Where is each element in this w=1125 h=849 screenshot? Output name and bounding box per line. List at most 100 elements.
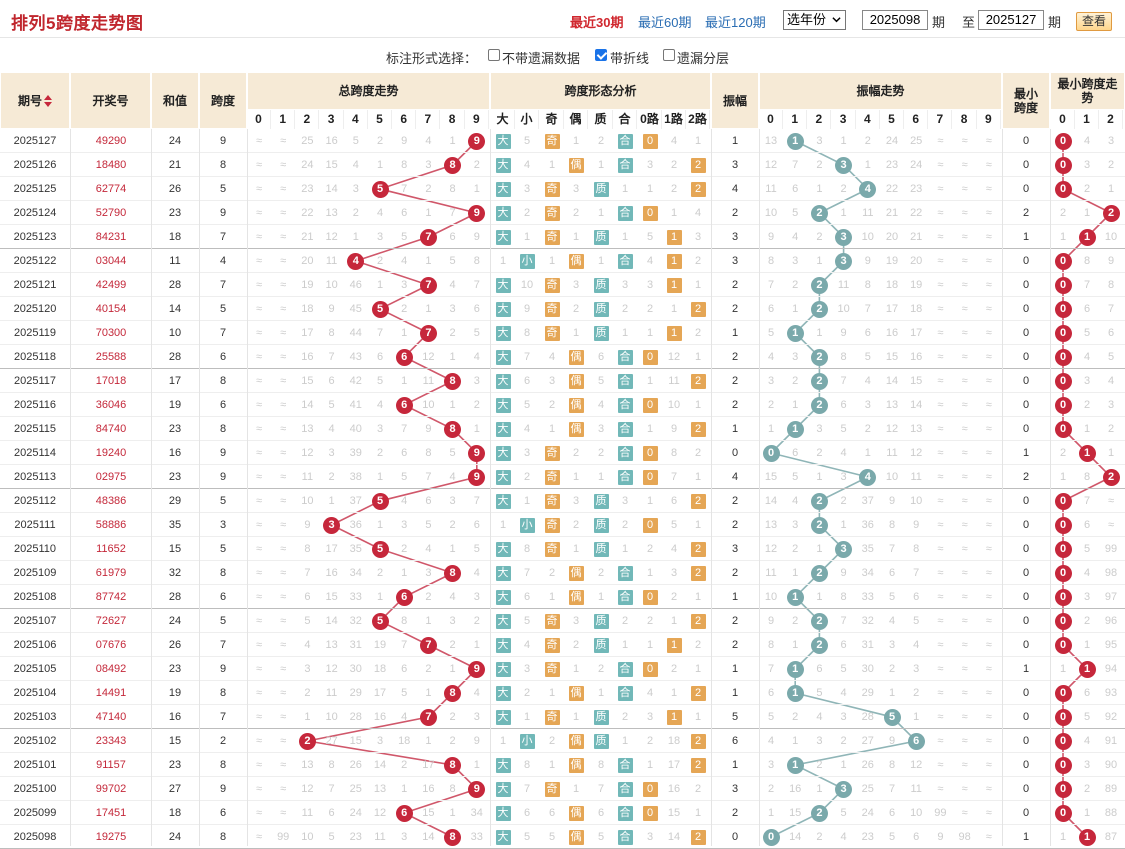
amp-miss-cell: ≈ — [937, 639, 944, 651]
shape-miss-cell: 1 — [694, 519, 702, 531]
amp-miss-cell: 4 — [767, 351, 775, 363]
span-miss-cell: 33 — [470, 831, 483, 843]
span-digit-header: 5 — [368, 110, 392, 129]
amp-miss-cell: 16 — [910, 351, 923, 363]
shape-miss-cell: 3 — [646, 159, 654, 171]
amp-ball: 2 — [810, 276, 828, 294]
issue-cell: 2025126 — [13, 159, 57, 171]
min-span-ball: 0 — [1054, 324, 1072, 342]
amp-miss-cell: 8 — [888, 759, 896, 771]
span-miss-cell: 10 — [422, 399, 435, 411]
amp-ball: 2 — [810, 204, 828, 222]
amp-digit-header: 8 — [952, 110, 977, 129]
span-miss-cell: 2 — [473, 399, 480, 411]
option-layer-label[interactable]: 遗漏分层 — [677, 51, 730, 66]
min-span-cell: 0 — [1022, 711, 1030, 723]
table-row: 2025123 84231 18 7 ≈ ≈21 12 1 3 5 6 9 7 大 1 奇 1 质 1 5 1 3 3 9 4 2… — [0, 225, 1125, 249]
amp-miss-cell: 99 — [934, 807, 947, 819]
issue-header[interactable]: 期号 — [0, 72, 70, 129]
shape-chip: 奇 — [544, 134, 560, 149]
span-miss-cell: 2 — [449, 639, 456, 651]
amp-miss-cell: 9 — [767, 231, 775, 243]
span-miss-cell: ≈ — [255, 735, 263, 747]
span-cell: 9 — [219, 783, 227, 795]
shape-miss-cell: 2 — [572, 519, 580, 531]
min-miss-cell: 1 — [1083, 423, 1091, 435]
min-miss-cell: 98 — [1104, 567, 1118, 579]
shape-miss-cell: 9 — [523, 303, 531, 315]
amp-miss-cell: ≈ — [961, 615, 968, 627]
shape-miss-cell: 1 — [572, 543, 580, 555]
shape-miss-cell: 1 — [621, 639, 629, 651]
sum-cell: 28 — [168, 279, 182, 291]
draw-number-cell: 19275 — [95, 831, 127, 843]
amp-miss-cell: 33 — [861, 591, 874, 603]
span-miss-cell: 2 — [328, 471, 335, 483]
amp-miss-cell: 98 — [958, 831, 971, 843]
amp-miss-cell: ≈ — [985, 207, 992, 219]
option-no-miss-label[interactable]: 不带遗漏数据 — [502, 51, 581, 66]
shape-chip: 大 — [495, 326, 511, 341]
year-select[interactable]: 选年份 — [783, 10, 846, 30]
shape-chip: 1 — [666, 230, 682, 245]
range-30-link[interactable]: 最近30期 — [570, 15, 624, 30]
option-no-miss-checkbox[interactable] — [488, 49, 500, 61]
min-span-cell: 0 — [1022, 135, 1030, 147]
span-miss-cell: 4 — [376, 207, 384, 219]
span-miss-cell: ≈ — [255, 471, 263, 483]
column-divider — [490, 129, 491, 846]
min-miss-cell: ≈ — [1107, 495, 1115, 507]
shape-miss-cell: 3 — [621, 279, 629, 291]
span-miss-cell: ≈ — [280, 231, 287, 243]
shape-chip: 奇 — [544, 230, 560, 245]
shape-miss-cell: 5 — [646, 231, 654, 243]
shape-miss-cell: 1 — [572, 231, 580, 243]
shape-miss-cell: 1 — [694, 711, 702, 723]
amp-miss-cell: ≈ — [985, 615, 992, 627]
from-issue-input[interactable]: 2025098 — [862, 10, 928, 30]
shape-miss-cell: 1 — [548, 159, 556, 171]
shape-col-header: 2路 — [686, 110, 710, 129]
amp-miss-cell: 20 — [910, 255, 923, 267]
amp-miss-cell: 19 — [885, 255, 899, 267]
amp-miss-cell: ≈ — [937, 303, 944, 315]
amp-miss-cell: 1 — [767, 807, 775, 819]
amp-miss-cell: 1 — [792, 399, 799, 411]
min-miss-cell: 8 — [1107, 279, 1115, 291]
shape-chip: 大 — [495, 134, 511, 149]
sum-cell: 15 — [168, 543, 182, 555]
shape-chip: 大 — [495, 350, 511, 365]
query-button[interactable]: 查看 — [1076, 12, 1112, 31]
option-lines-label[interactable]: 带折线 — [610, 51, 650, 66]
span-cell: 6 — [219, 399, 227, 411]
span-miss-cell: ≈ — [255, 543, 263, 555]
span-cell: 9 — [219, 447, 227, 459]
amp-miss-cell: ≈ — [937, 231, 944, 243]
range-120-link[interactable]: 最近120期 — [705, 15, 766, 30]
amp-miss-cell: ≈ — [937, 255, 944, 267]
amp-miss-cell: 3 — [840, 711, 847, 723]
span-miss-cell: 8 — [401, 159, 408, 171]
span-miss-cell: 14 — [325, 615, 338, 627]
span-miss-cell: ≈ — [280, 159, 287, 171]
shape-chip: 大 — [495, 494, 511, 509]
amp-miss-cell: 3 — [816, 735, 823, 747]
sum-header: 和值 — [151, 72, 199, 129]
amp-miss-cell: 9 — [913, 519, 920, 531]
shape-miss-cell: 1 — [548, 423, 556, 435]
amp-miss-cell: 2 — [792, 375, 799, 387]
amp-miss-cell: 35 — [861, 543, 874, 555]
option-lines-checkbox[interactable] — [595, 49, 607, 61]
issue-cell: 2025127 — [13, 135, 57, 147]
span-miss-cell: 6 — [328, 807, 335, 819]
option-layer-checkbox[interactable] — [663, 49, 675, 61]
amp-miss-cell: ≈ — [937, 471, 944, 483]
min-span-cell: 0 — [1022, 759, 1030, 771]
span-miss-cell: 2 — [449, 327, 456, 339]
range-60-link[interactable]: 最近60期 — [638, 15, 692, 30]
draw-number-cell: 84231 — [95, 231, 127, 243]
to-issue-input[interactable]: 2025127 — [978, 10, 1044, 30]
min-span-ball: 2 — [1102, 468, 1120, 486]
span-miss-cell: 19 — [373, 639, 387, 651]
span-miss-cell: 1 — [304, 711, 311, 723]
